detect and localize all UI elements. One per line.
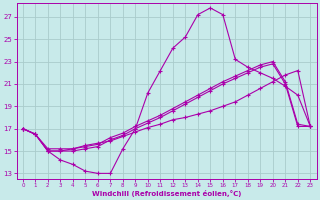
X-axis label: Windchill (Refroidissement éolien,°C): Windchill (Refroidissement éolien,°C) — [92, 190, 241, 197]
